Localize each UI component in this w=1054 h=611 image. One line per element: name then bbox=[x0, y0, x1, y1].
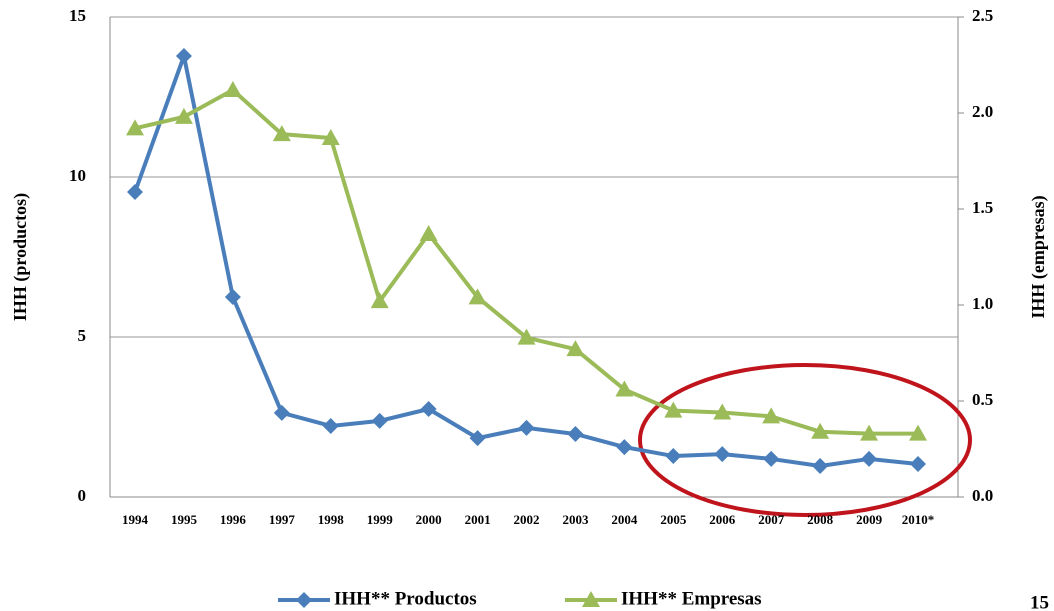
x-tick-label: 1999 bbox=[367, 512, 394, 527]
x-tick-label: 2006 bbox=[709, 512, 736, 527]
data-point bbox=[664, 401, 683, 418]
x-tick-label: 1997 bbox=[269, 512, 296, 527]
y2-tick-label: 1.0 bbox=[972, 294, 993, 313]
data-point bbox=[713, 403, 732, 420]
y-tick-label: 15 bbox=[69, 6, 86, 25]
data-point bbox=[910, 456, 926, 473]
x-tick-label: 2009 bbox=[856, 512, 883, 527]
y-tick-label: 5 bbox=[78, 326, 87, 345]
y2-tick-label: 1.5 bbox=[972, 198, 993, 217]
data-point bbox=[469, 430, 486, 447]
data-point bbox=[517, 328, 536, 345]
series-line bbox=[134, 87, 918, 436]
series-line bbox=[133, 54, 919, 468]
x-tick-label: 2005 bbox=[660, 512, 687, 527]
data-point bbox=[714, 446, 731, 463]
data-point bbox=[812, 457, 829, 474]
data-point bbox=[468, 288, 487, 305]
legend-label: IHH** Empresas bbox=[621, 588, 762, 609]
x-tick-label: 1994 bbox=[122, 512, 149, 527]
data-point bbox=[272, 125, 291, 142]
data-point bbox=[322, 417, 339, 434]
x-tick-label: 2007 bbox=[758, 512, 785, 527]
data-point bbox=[224, 289, 241, 305]
data-point bbox=[223, 80, 242, 97]
data-point bbox=[615, 380, 634, 397]
y2-tick-label: 0.5 bbox=[972, 390, 993, 409]
data-point bbox=[567, 425, 584, 442]
page-number: 15 bbox=[1030, 592, 1049, 611]
x-tick-label: 1995 bbox=[171, 512, 198, 527]
data-point bbox=[126, 119, 144, 136]
x-tick-label: 2004 bbox=[611, 512, 638, 527]
data-point bbox=[370, 292, 389, 309]
data-point bbox=[175, 48, 192, 65]
data-point bbox=[763, 450, 780, 467]
y-tick-label: 0 bbox=[78, 486, 87, 505]
data-point bbox=[518, 419, 535, 436]
y2-tick-label: 0.0 bbox=[972, 486, 993, 505]
y-tick-label: 10 bbox=[69, 166, 86, 185]
x-tick-label: 2003 bbox=[562, 512, 589, 527]
data-point bbox=[811, 422, 830, 439]
data-point bbox=[909, 424, 927, 441]
y2-tick-label: 2.0 bbox=[972, 102, 993, 121]
x-tick-label: 1998 bbox=[318, 512, 345, 527]
data-point bbox=[861, 450, 878, 467]
y2-tick-label: 2.5 bbox=[972, 6, 993, 25]
data-point bbox=[419, 224, 438, 241]
data-point bbox=[616, 439, 633, 456]
data-point bbox=[566, 340, 585, 357]
x-tick-label: 2008 bbox=[807, 512, 834, 527]
x-tick-label: 2002 bbox=[514, 512, 540, 527]
legend-label: IHH** Productos bbox=[334, 588, 477, 609]
y-axis-label: IHH (productos) bbox=[10, 193, 31, 321]
x-tick-label: 2010* bbox=[902, 512, 935, 527]
legend-marker bbox=[296, 592, 312, 608]
legend-marker bbox=[582, 591, 600, 607]
data-point bbox=[665, 448, 682, 465]
data-point bbox=[371, 412, 388, 429]
x-tick-label: 2001 bbox=[465, 512, 491, 527]
x-tick-label: 2000 bbox=[416, 512, 442, 527]
data-point bbox=[321, 128, 340, 145]
data-point bbox=[127, 184, 143, 201]
data-point bbox=[762, 407, 781, 424]
data-point bbox=[860, 424, 879, 441]
data-point bbox=[174, 107, 193, 124]
data-point bbox=[273, 404, 290, 421]
y2-axis-label: IHH (empresas) bbox=[1028, 195, 1049, 318]
highlight-ellipse bbox=[638, 363, 972, 517]
x-tick-label: 1996 bbox=[220, 512, 247, 527]
data-point bbox=[420, 401, 437, 417]
